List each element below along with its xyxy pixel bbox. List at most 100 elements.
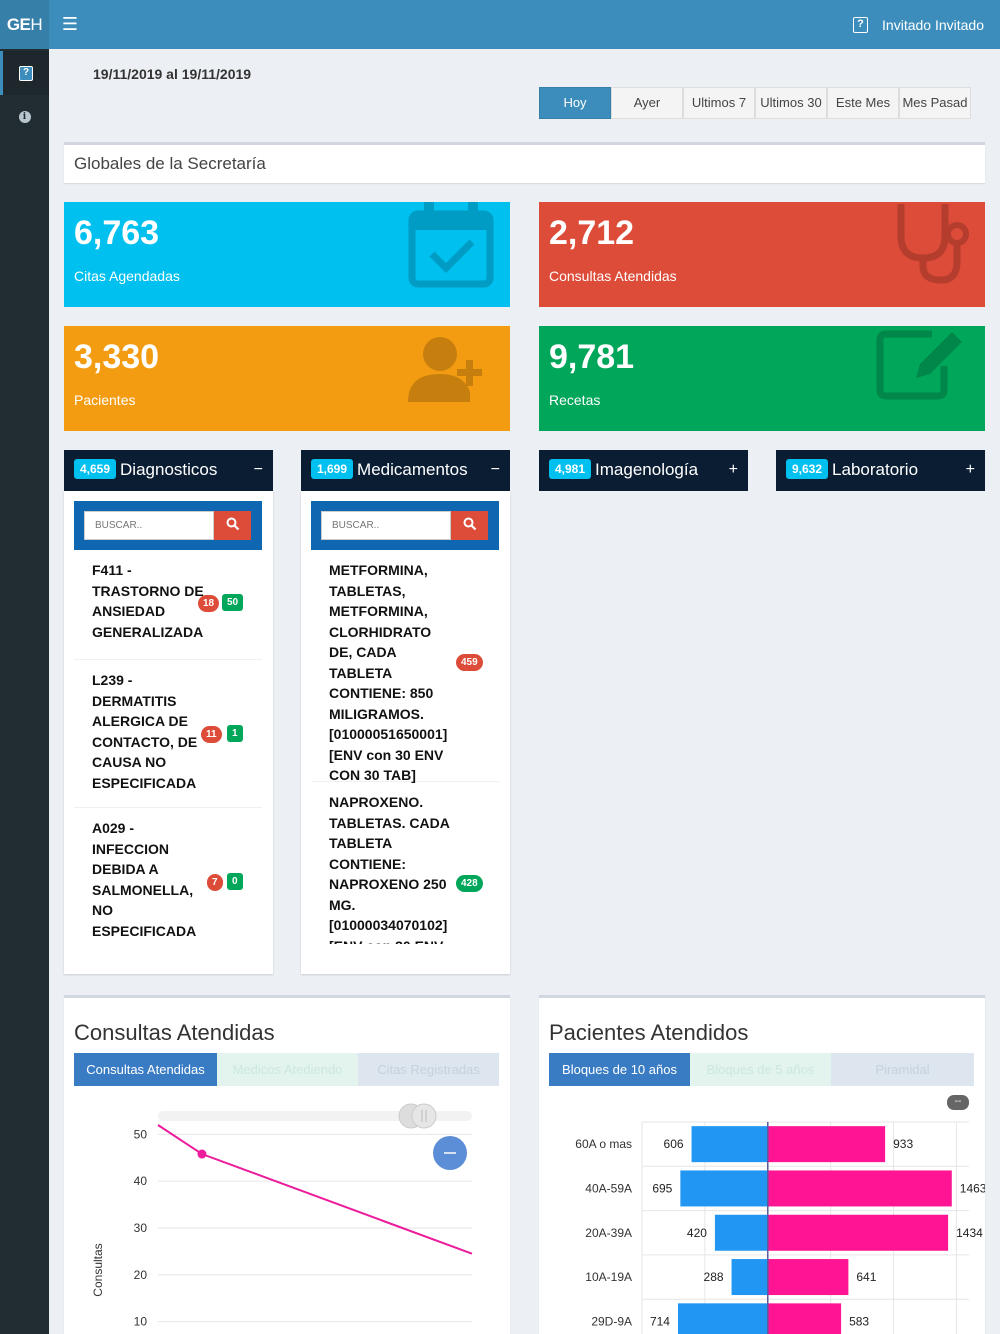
green-count-badge: 1 [227, 725, 243, 742]
user-menu[interactable]: ? Invitado Invitado [853, 0, 984, 49]
list-item[interactable]: F411 - TRASTORNO DE ANSIEDAD GENERALIZAD… [74, 550, 262, 660]
app-logo[interactable]: GEH [0, 0, 49, 49]
search-button[interactable] [451, 511, 488, 540]
search-icon [463, 517, 476, 531]
range-ultimos30-button[interactable]: Ultimos 30 [755, 87, 827, 119]
search-bar [74, 501, 262, 550]
y-tick-label: 20 [134, 1268, 148, 1282]
range-slider-track[interactable] [158, 1111, 472, 1121]
count-badge: 4,981 [549, 458, 592, 479]
stat-value: 2,712 [549, 214, 635, 252]
stat-value: 9,781 [549, 338, 635, 376]
search-button[interactable] [214, 511, 251, 540]
bar-value-label: 1463 [960, 1181, 985, 1195]
tab-consultas-atendidas[interactable]: Consultas Atendidas [74, 1053, 217, 1086]
category-label: 10A-19A [585, 1270, 632, 1284]
green-count-badge: 50 [222, 594, 244, 611]
bar-right[interactable] [767, 1303, 842, 1334]
box-title: Laboratorio [832, 460, 919, 479]
bar-value-label: 1434 [956, 1226, 983, 1240]
expand-icon[interactable]: + [728, 461, 738, 478]
red-count-badge: 11 [201, 726, 222, 743]
bar-right[interactable] [767, 1259, 849, 1296]
list-item[interactable]: L239 - DERMATITIS ALERGICA DE CONTACTO, … [74, 660, 262, 808]
range-ayer-button[interactable]: Ayer [611, 87, 683, 119]
tab-bloques-5[interactable]: Bloques de 5 años [690, 1053, 831, 1086]
collapse-icon[interactable]: − [490, 461, 500, 478]
search-icon [226, 517, 239, 531]
red-count-badge: 18 [198, 595, 220, 612]
bar-left[interactable] [691, 1126, 768, 1163]
medicamentos-box: METFORMINA, TABLETAS, METFORMINA, CLORHI… [301, 491, 510, 974]
bar-value-label: 420 [687, 1226, 707, 1240]
bar-value-label: 583 [849, 1314, 869, 1328]
y-tick-label: 30 [134, 1221, 148, 1235]
stat-value: 3,330 [74, 338, 160, 376]
diagnosticos-list[interactable]: F411 - TRASTORNO DE ANSIEDAD GENERALIZAD… [74, 550, 262, 944]
bar-right[interactable] [767, 1126, 886, 1163]
tab-medicos-atendiendo[interactable]: Medicos Atediendo [217, 1053, 358, 1086]
bar-value-label: 933 [893, 1137, 913, 1151]
count-badge: 9,632 [786, 458, 829, 479]
slider-handle[interactable] [411, 1103, 437, 1129]
tab-bloques-10[interactable]: Bloques de 10 años [549, 1053, 690, 1086]
list-item-text: NAPROXENO. TABLETAS. CADA TABLETA CONTIE… [329, 794, 450, 944]
bar-value-label: 606 [664, 1137, 684, 1151]
bar-left[interactable] [680, 1170, 768, 1207]
bar-value-label: 714 [650, 1314, 670, 1328]
range-hoy-button[interactable]: Hoy [539, 87, 611, 119]
red-count-badge: 7 [207, 874, 223, 891]
category-label: 40A-59A [585, 1181, 632, 1195]
pacientes-bar-chart: 60A o mas 40A-59A 20A-39A 10A-19A 29D-9A 606… [575, 1121, 985, 1334]
box-laboratorio-header: 9,632 Laboratorio + [776, 450, 985, 491]
chart-tabs: Consultas Atendidas Medicos Atediendo Ci… [74, 1053, 499, 1086]
bar-right[interactable] [767, 1170, 952, 1207]
stethoscope-icon [897, 204, 969, 284]
category-label: 29D-9A [591, 1314, 632, 1328]
category-label: 20A-39A [585, 1226, 632, 1240]
range-este-mes-button[interactable]: Este Mes [827, 87, 899, 119]
list-item[interactable]: METFORMINA, TABLETAS, METFORMINA, CLORHI… [311, 550, 499, 783]
y-tick-label: 50 [134, 1127, 148, 1141]
bar-right[interactable] [767, 1214, 949, 1251]
consultas-panel: Consultas Atendidas Consultas Atendidas … [64, 995, 510, 1334]
sidebar-item-info[interactable]: i [0, 95, 49, 139]
range-ultimos7-button[interactable]: Ultimos 7 [683, 87, 755, 119]
bar-left[interactable] [677, 1303, 768, 1334]
chart-toggle-button[interactable]: -- [947, 1095, 969, 1110]
search-input[interactable] [321, 511, 451, 540]
search-input[interactable] [84, 511, 214, 540]
sidebar-item-help[interactable]: ? [0, 51, 49, 95]
y-tick-label: 40 [134, 1174, 148, 1188]
count-badge: 1,699 [311, 458, 354, 479]
range-mes-pasado-button[interactable]: Mes Pasad [899, 87, 971, 119]
list-item-text: F411 - TRASTORNO DE ANSIEDAD GENERALIZAD… [92, 562, 204, 640]
tab-piramidal[interactable]: Piramidal [831, 1053, 974, 1086]
tab-citas-registradas[interactable]: Citas Registradas [358, 1053, 499, 1086]
question-square-icon: ? [19, 65, 33, 81]
bar-value-label: 695 [652, 1181, 672, 1195]
hamburger-icon[interactable]: ☰ [61, 14, 79, 34]
consultas-line-chart: Consultas 10 20 30 40 50 [91, 1103, 473, 1329]
count-badge: 459 [456, 654, 483, 671]
stat-consultas-atendidas: 2,712 Consultas Atendidas [539, 202, 985, 307]
stat-value: 6,763 [74, 214, 160, 252]
bar-left[interactable] [714, 1214, 768, 1251]
logo-text-bold: GE [6, 15, 31, 34]
expand-icon[interactable]: + [965, 461, 975, 478]
list-item-text: L239 - DERMATITIS ALERGICA DE CONTACTO, … [92, 672, 198, 791]
count-badge: 428 [456, 875, 483, 892]
data-point[interactable] [197, 1149, 207, 1159]
list-item[interactable]: A029 - INFECCION DEBIDA A SALMONELLA, NO… [74, 808, 262, 944]
stat-label: Recetas [549, 392, 601, 408]
bar-left[interactable] [731, 1259, 768, 1296]
collapse-icon[interactable]: − [253, 461, 263, 478]
list-item[interactable]: NAPROXENO. TABLETAS. CADA TABLETA CONTIE… [311, 782, 499, 944]
pacientes-panel: Pacientes Atendidos Bloques de 10 años B… [539, 995, 985, 1334]
minus-circle-icon[interactable] [433, 1136, 467, 1170]
box-title: Diagnosticos [120, 460, 218, 479]
stat-label: Consultas Atendidas [549, 268, 677, 284]
user-name: Invitado Invitado [882, 16, 984, 33]
medicamentos-list[interactable]: METFORMINA, TABLETAS, METFORMINA, CLORHI… [311, 550, 499, 944]
edit-icon [876, 330, 962, 400]
